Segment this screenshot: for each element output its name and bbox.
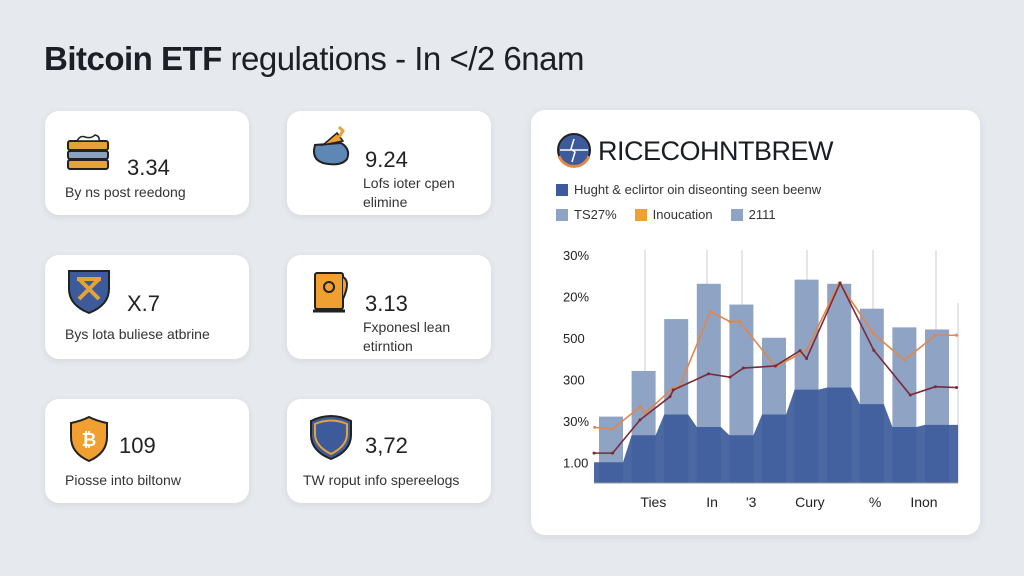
line-point (643, 411, 647, 415)
y-tick-label: 20% (563, 289, 589, 304)
line-point (592, 451, 596, 455)
crest-shield-icon (68, 270, 110, 315)
line-point (671, 388, 675, 392)
legend-row: TS27% Inoucation 2111 (556, 207, 776, 222)
x-tick-label: Ties (640, 494, 666, 510)
legend-label: 2111 (748, 207, 776, 222)
legend-swatch (556, 208, 568, 221)
stat-value: 9.24 (365, 147, 408, 172)
stat-label: TW roput info spereelogs (303, 472, 460, 488)
line-point (872, 348, 876, 352)
stat-label: Lofs ioter cpen elimine (363, 175, 455, 210)
legend-swatch (730, 208, 743, 221)
line-point (838, 281, 842, 285)
stat-label: By ns post reedong (65, 184, 186, 200)
line-point (955, 333, 959, 337)
y-tick-label: 30% (563, 414, 589, 429)
y-tick-label: 300 (563, 372, 585, 387)
line-point (593, 425, 597, 429)
line-point (741, 366, 745, 370)
stat-card: 3.13 Fxponesl lean etirntion (287, 255, 491, 359)
line-point (668, 395, 672, 399)
line-point (933, 333, 937, 337)
stacked-books-icon (67, 134, 109, 170)
x-tick-label: Inon (910, 494, 937, 510)
maroon-line (594, 281, 957, 454)
line-point (728, 320, 732, 324)
line-point (805, 357, 809, 360)
line-point (805, 348, 809, 352)
line-point (611, 427, 615, 431)
money-bag-icon (313, 125, 350, 166)
x-tick-label: % (869, 494, 881, 510)
line-point (706, 372, 710, 376)
stat-label: Fxponesl lean etirntion (363, 319, 451, 354)
stat-value: 3.34 (127, 155, 170, 180)
line-point (638, 418, 642, 422)
line-point (908, 393, 912, 397)
orange-line (594, 281, 957, 430)
globe-logo-icon (557, 133, 591, 168)
stat-card: 9.24 Lofs ioter cpen elimine (287, 111, 491, 215)
stat-card: X.7 Bys lota buliese atbrine (45, 255, 249, 359)
legend-label: TS27% (574, 207, 617, 222)
line-point (871, 332, 875, 336)
line-point (955, 386, 959, 390)
line-point (708, 310, 712, 314)
page-title: Bitcoin ETF regulations - In </2 6nam (44, 40, 584, 77)
stat-card: 3.34 By ns post reedong (45, 111, 249, 215)
document-safe-icon (313, 272, 348, 313)
stat-card: ₿ 109 Piosse into biltonw (45, 399, 249, 503)
x-tick-label: Cury (795, 494, 825, 510)
legend-swatch (556, 183, 568, 196)
x-tick-label: In (706, 494, 718, 510)
line-point (902, 358, 906, 362)
legend-label: Hught & eclirtor oin diseonting seen bee… (574, 182, 822, 197)
line-point (638, 405, 642, 409)
brand-name: RICECOHNTBREW (598, 136, 834, 166)
badge-shield-icon (310, 415, 352, 461)
line-point (773, 364, 777, 368)
bitcoin-shield-icon: ₿ (70, 415, 108, 463)
stat-value: 3.13 (365, 291, 408, 316)
x-tick-label: '3 (746, 494, 757, 510)
stat-value: 109 (119, 433, 156, 458)
stat-value: 3,72 (365, 433, 408, 458)
legend-swatch (634, 208, 647, 221)
legend-label: Inoucation (652, 207, 713, 222)
line-point (933, 385, 937, 389)
legend-row: Hught & eclirtor oin diseonting seen bee… (556, 182, 821, 197)
stat-label: Piosse into biltonw (65, 472, 181, 488)
svg-text:₿: ₿ (82, 430, 97, 450)
line-point (738, 320, 742, 324)
y-tick-label: 30% (563, 248, 589, 263)
stat-value: X.7 (127, 291, 161, 316)
stat-label: Bys lota buliese atbrine (65, 326, 210, 342)
stat-card: 3,72 TW roput info spereelogs (287, 399, 491, 503)
line-point (611, 451, 615, 455)
line-point (728, 375, 732, 379)
line-point (798, 349, 802, 353)
y-tick-label: 1.00 (563, 455, 588, 470)
area-series (594, 387, 958, 483)
y-tick-label: 500 (563, 331, 585, 346)
